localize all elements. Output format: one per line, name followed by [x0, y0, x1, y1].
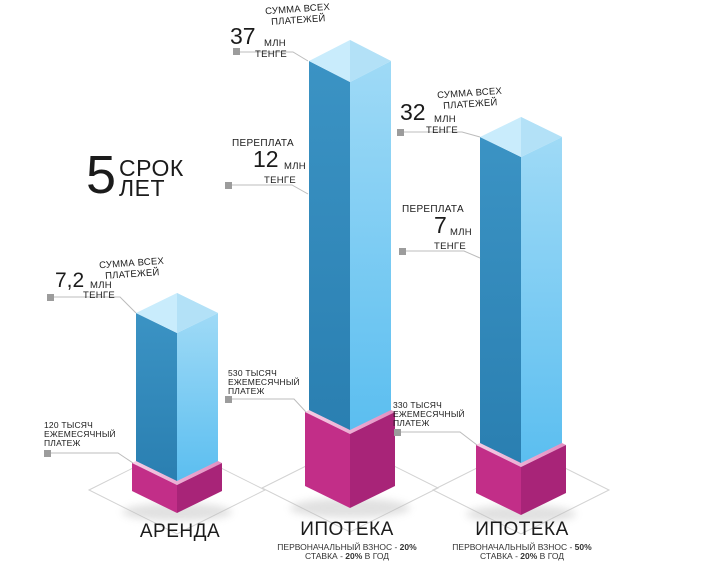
monthly-label-arenda: 120 ТЫСЯЧ ЕЖЕМЕСЯЧНЫЙ ПЛАТЕЖ — [44, 420, 116, 448]
leader-square — [225, 396, 232, 403]
leader-overpay-3 — [406, 250, 481, 259]
overpay-unit-tenge: ТЕНГЕ — [434, 241, 466, 252]
bar-ipoteka-20 — [305, 40, 395, 508]
overpay-title: ПЕРЕПЛАТА — [402, 204, 464, 215]
bar-ipoteka-50 — [476, 117, 566, 515]
base-right-face — [177, 463, 222, 513]
leader-square — [399, 248, 406, 255]
total-value: 37 — [230, 23, 256, 49]
category-ipoteka-20: ИПОТЕКА ПЕРВОНАЧАЛЬНЫЙ ВЗНОС - 20% СТАВК… — [268, 519, 426, 561]
down-payment-line: ПЕРВОНАЧАЛЬНЫЙ ВЗНОС - 20% — [277, 542, 417, 552]
total-label-ipoteka-50: СУММА ВСЕХ ПЛАТЕЖЕЙ 32 МЛН ТЕНГЕ — [396, 86, 536, 150]
rate-line: СТАВКА - 20% В ГОД — [305, 551, 389, 561]
leader-square — [233, 48, 240, 55]
bar-right-face — [177, 313, 218, 481]
leader-total-3 — [404, 131, 481, 138]
leader-square — [225, 182, 232, 189]
total-caption: СУММА ВСЕХ ПЛАТЕЖЕЙ — [264, 1, 331, 28]
down-payment-line: ПЕРВОНАЧАЛЬНЫЙ ВЗНОС - 50% — [452, 542, 592, 552]
total-unit-tenge: ТЕНГЕ — [83, 290, 115, 301]
rate-line: СТАВКА - 20% В ГОД — [480, 551, 564, 561]
total-label-ipoteka-20: СУММА ВСЕХ ПЛАТЕЖЕЙ 37 МЛН ТЕНГЕ — [228, 2, 368, 66]
term-label: СРОК ЛЕТ — [119, 157, 184, 201]
leader-square — [44, 450, 51, 457]
category-title: ИПОТЕКА — [475, 519, 569, 540]
bar-top-face-shade — [521, 117, 562, 157]
total-value: 7,2 — [55, 269, 85, 292]
category-arenda: АРЕНДА — [139, 521, 221, 542]
total-unit-tenge: ТЕНГЕ — [255, 49, 287, 60]
leader-square — [397, 129, 404, 136]
leader-square — [394, 429, 401, 436]
overpay-label-ipoteka-20: ПЕРЕПЛАТА 12 МЛН ТЕНГЕ — [226, 138, 326, 190]
overpay-value: 12 — [253, 146, 279, 172]
total-caption: СУММА ВСЕХ ПЛАТЕЖЕЙ — [98, 255, 165, 282]
term-label-line2: ЛЕТ — [119, 174, 166, 201]
base-right-face — [521, 445, 566, 515]
leader-square — [47, 294, 54, 301]
leader-monthly-1 — [51, 452, 134, 464]
leader-overpay-2 — [232, 184, 309, 195]
overpay-unit-mln: МЛН — [450, 227, 472, 238]
leader-monthly-3 — [401, 431, 478, 446]
overpay-label-ipoteka-50: ПЕРЕПЛАТА 7 МЛН ТЕНГЕ — [396, 204, 496, 256]
leader-total-2 — [240, 51, 309, 62]
base-right-face — [350, 412, 395, 508]
bar-top-face-shade — [177, 293, 218, 333]
bar-left-face — [480, 137, 521, 463]
bar-arenda — [132, 293, 222, 513]
monthly-label-ipoteka-20: 530 ТЫСЯЧ ЕЖЕМЕСЯЧНЫЙ ПЛАТЕЖ — [228, 368, 300, 396]
leader-squares — [44, 48, 406, 457]
monthly-label-ipoteka-50: 330 ТЫСЯЧ ЕЖЕМЕСЯЧНЫЙ ПЛАТЕЖ — [393, 400, 465, 428]
bar-top-face-shade — [350, 40, 391, 82]
bar-right-face — [350, 61, 391, 430]
base-left-face — [305, 412, 350, 508]
total-unit-tenge: ТЕНГЕ — [426, 125, 458, 136]
base-left-face — [132, 463, 177, 513]
total-value: 32 — [400, 99, 426, 125]
term-label-line1: СРОК — [119, 155, 184, 181]
bar-right-face — [521, 137, 562, 463]
overpay-unit-mln: МЛН — [284, 161, 306, 172]
total-unit-mln: МЛН — [264, 38, 286, 49]
overpay-title: ПЕРЕПЛАТА — [232, 138, 294, 149]
category-title: ИПОТЕКА — [300, 519, 394, 540]
total-unit-mln: МЛН — [434, 114, 456, 125]
total-caption: СУММА ВСЕХ ПЛАТЕЖЕЙ — [436, 85, 503, 112]
bar-left-face — [309, 61, 350, 430]
leader-monthly-2 — [232, 398, 307, 413]
base-left-face — [476, 445, 521, 515]
total-label-arenda: СУММА ВСЕХ ПЛАТЕЖЕЙ 7,2 МЛН ТЕНГЕ — [52, 255, 182, 306]
term-value: 5 — [86, 145, 117, 205]
category-ipoteka-50: ИПОТЕКА ПЕРВОНАЧАЛЬНЫЙ ВЗНОС - 50% СТАВК… — [443, 519, 601, 561]
overpay-value: 7 — [434, 212, 447, 238]
total-unit-mln: МЛН — [90, 280, 112, 291]
term-block: 5 СРОК ЛЕТ — [86, 145, 184, 205]
overpay-unit-tenge: ТЕНГЕ — [264, 175, 296, 186]
leader-total-1 — [54, 296, 137, 314]
bar-left-face — [136, 313, 177, 481]
leader-lines — [51, 51, 481, 464]
